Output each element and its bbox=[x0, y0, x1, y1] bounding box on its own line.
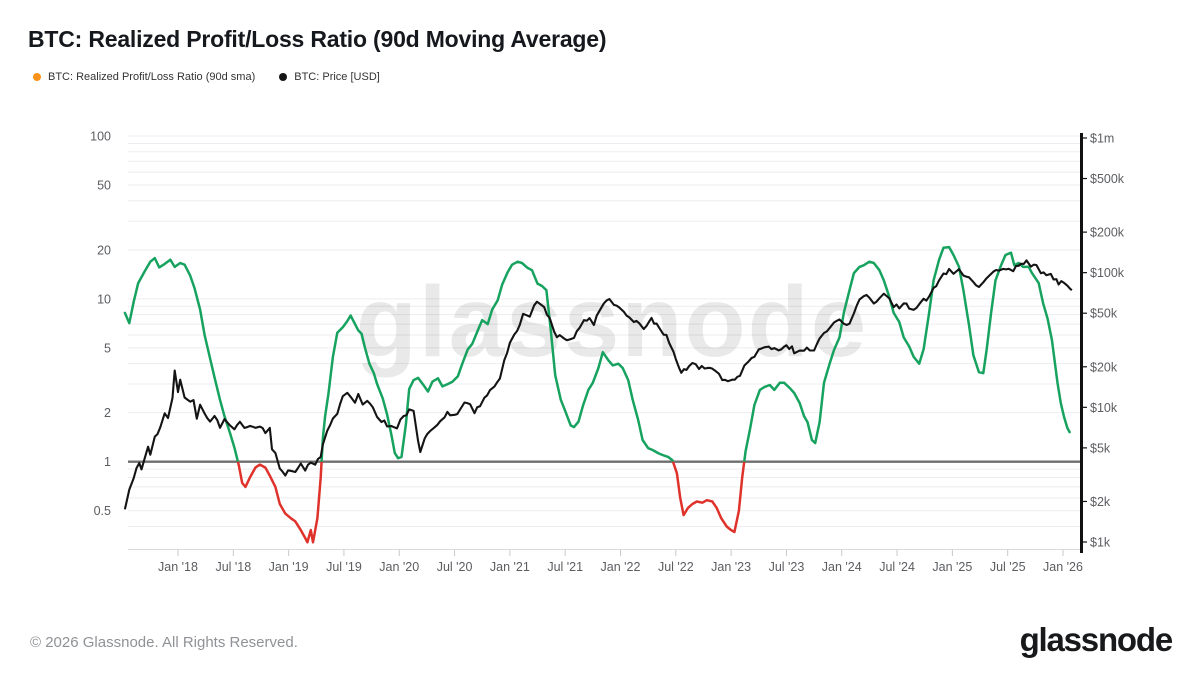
right-axis-label: $500k bbox=[1090, 172, 1125, 186]
legend-item-price[interactable]: BTC: Price [USD] bbox=[279, 71, 380, 83]
x-tick-label: Jul '20 bbox=[437, 560, 473, 574]
x-tick-label: Jan '19 bbox=[269, 560, 309, 574]
footer: © 2026 Glassnode. All Rights Reserved. g… bbox=[0, 615, 1200, 675]
x-tick-label: Jan '20 bbox=[379, 560, 419, 574]
x-tick-label: Jan '21 bbox=[490, 560, 530, 574]
glassnode-logo: glassnode bbox=[1019, 621, 1174, 658]
page-title: BTC: Realized Profit/Loss Ratio (90d Mov… bbox=[28, 26, 607, 52]
chart-plot[interactable]: Jan '18 Jul '18 Jan '19 Jul '19 Jan '20 Jul '… bbox=[0, 0, 1200, 600]
copyright-text: © 2026 Glassnode. All Rights Reserved. bbox=[30, 634, 298, 651]
x-tick-label: Jan '23 bbox=[711, 560, 751, 574]
left-axis-label: 100 bbox=[90, 130, 111, 144]
plot-background[interactable] bbox=[128, 137, 1080, 549]
x-tick-label: Jan '26 bbox=[1043, 560, 1083, 574]
x-tick-label: Jul '23 bbox=[769, 560, 805, 574]
glassnode-watermark: glassnode bbox=[356, 266, 869, 378]
x-tick-label: Jan '18 bbox=[158, 560, 198, 574]
right-axis-label: $10k bbox=[1090, 401, 1118, 415]
price-line[interactable] bbox=[123, 259, 1073, 510]
right-axis-label: $100k bbox=[1090, 266, 1125, 280]
right-axis-label: $1m bbox=[1090, 131, 1114, 145]
left-axis-label: 50 bbox=[97, 179, 111, 193]
legend-item-ratio[interactable]: BTC: Realized Profit/Loss Ratio (90d sma… bbox=[33, 71, 255, 83]
right-axis-label: $2k bbox=[1090, 495, 1111, 509]
x-tick-label: Jul '25 bbox=[990, 560, 1026, 574]
legend-dot-icon bbox=[279, 73, 288, 81]
x-tick-label: Jan '24 bbox=[822, 560, 862, 574]
x-tick-label: Jul '21 bbox=[547, 560, 583, 574]
x-tick-label: Jul '22 bbox=[658, 560, 694, 574]
left-axis-label: 5 bbox=[104, 341, 111, 355]
right-axis-label: $1k bbox=[1090, 536, 1111, 550]
x-tick-label: Jul '19 bbox=[326, 560, 362, 574]
chart-legend: BTC: Realized Profit/Loss Ratio (90d sma… bbox=[33, 71, 380, 83]
x-tick-label: Jan '25 bbox=[932, 560, 972, 574]
x-tick-label: Jan '22 bbox=[601, 560, 641, 574]
left-axis-label: 10 bbox=[97, 292, 111, 306]
legend-item-label: BTC: Price [USD] bbox=[294, 71, 380, 83]
x-tick-label: Jul '24 bbox=[879, 560, 915, 574]
ratio-line-positive[interactable] bbox=[123, 245, 1071, 542]
left-axis-label: 20 bbox=[97, 243, 111, 257]
right-axis-label: $200k bbox=[1090, 226, 1125, 240]
x-tick-label: Jul '18 bbox=[215, 560, 251, 574]
right-axis-label: $50k bbox=[1090, 307, 1118, 321]
ratio-line-negative[interactable] bbox=[125, 247, 1070, 544]
right-axis-label: $20k bbox=[1090, 360, 1118, 374]
left-axis-label: 0.5 bbox=[94, 504, 111, 518]
right-axis-label: $5k bbox=[1090, 441, 1111, 455]
legend-item-label: BTC: Realized Profit/Loss Ratio (90d sma… bbox=[48, 71, 256, 83]
legend-dot-icon bbox=[33, 73, 41, 81]
chart-area: Jan '18 Jul '18 Jan '19 Jul '19 Jan '20 Jul '… bbox=[0, 0, 1200, 600]
left-axis-label: 2 bbox=[104, 406, 111, 420]
left-axis-label: 1 bbox=[104, 455, 111, 469]
